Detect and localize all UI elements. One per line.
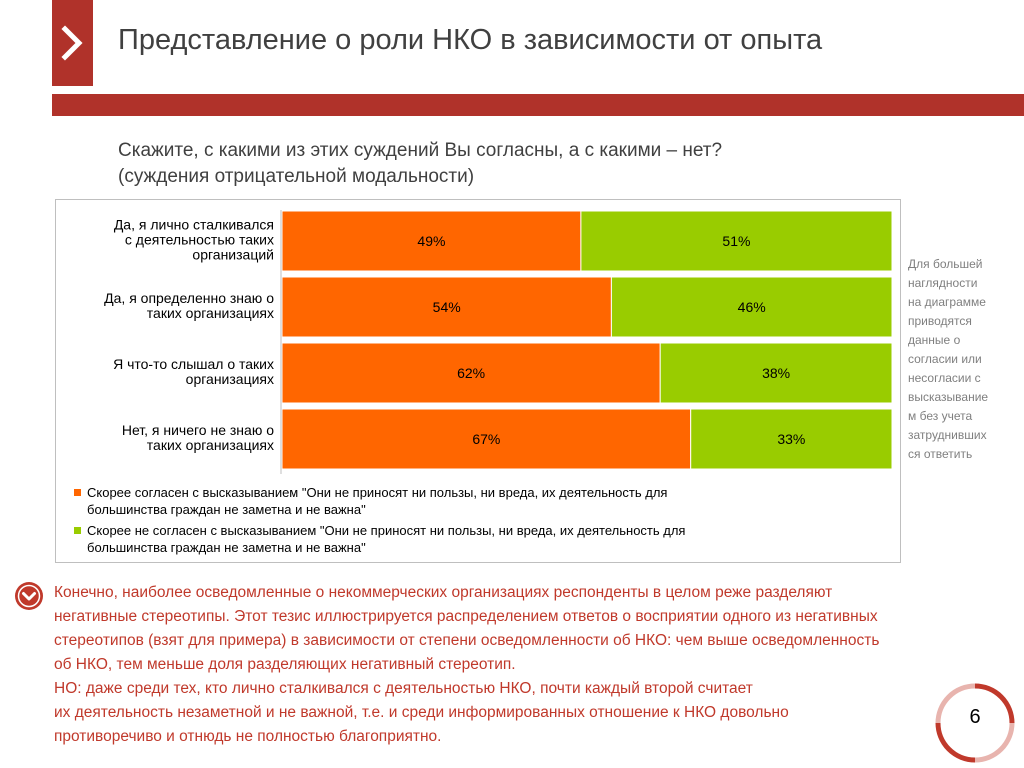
- category-label: Да, я лично сталкивался: [114, 217, 274, 233]
- commentary-line: НО: даже среди тех, кто лично сталкивалс…: [54, 680, 753, 697]
- commentary-line: противоречиво и отнюдь не полностью благ…: [54, 728, 442, 745]
- bar-disagree: [610, 276, 893, 338]
- data-label: 49%: [417, 233, 445, 249]
- side-note-line: высказывание: [908, 390, 989, 404]
- question-line-1: Скажите, с какими из этих суждений Вы со…: [118, 140, 723, 161]
- legend-item-disagree: Скорее не согласен с высказыванием "Они …: [72, 522, 812, 556]
- legend-swatch-disagree: [74, 527, 81, 534]
- stacked-bar-chart: Да, я лично сталкивался с деятельностью т…: [55, 199, 901, 563]
- side-note-line: согласии или: [908, 352, 982, 366]
- page-title: Представление о роли НКО в зависимости о…: [118, 24, 823, 56]
- legend-item-agree: Скорее согласен с высказыванием "Они не …: [72, 484, 812, 518]
- side-note-line: м без учета: [908, 409, 973, 423]
- bar-agree: [281, 342, 661, 404]
- data-label: 51%: [722, 233, 750, 249]
- category-label: таких организациях: [147, 437, 274, 453]
- page-number-ring: [935, 683, 1015, 763]
- commentary-line: об НКО, тем меньше доля разделяющих нега…: [54, 656, 516, 673]
- bar-disagree: [659, 342, 893, 404]
- side-note-line: несогласии с: [908, 371, 981, 385]
- legend-swatch-agree: [74, 489, 81, 496]
- category-label: с деятельностью таких: [125, 232, 274, 248]
- survey-question: Скажите, с какими из этих суждений Вы со…: [118, 138, 722, 190]
- side-note: Для большей наглядности на диаграмме при…: [908, 255, 1008, 464]
- side-note-line: данные о: [908, 333, 961, 347]
- bar-disagree: [580, 210, 893, 272]
- bar-agree: [281, 408, 692, 470]
- side-note-line: затруднивших: [908, 428, 987, 442]
- category-label: Да, я определенно знаю о: [104, 290, 274, 306]
- category-label: Нет, я ничего не знаю о: [122, 422, 274, 438]
- question-line-2: (суждения отрицательной модальности): [118, 166, 475, 187]
- chevron-down-icon: [15, 582, 43, 610]
- bar-disagree: [690, 408, 893, 470]
- category-label: таких организациях: [147, 305, 274, 321]
- title-divider: [52, 94, 1024, 116]
- category-label: организациях: [186, 371, 274, 387]
- data-label: 62%: [457, 365, 485, 381]
- category-label: организаций: [192, 247, 274, 263]
- side-note-line: ся ответить: [908, 447, 973, 461]
- data-label: 33%: [777, 431, 805, 447]
- legend-label-disagree-line-2: большинства граждан не заметна и не важн…: [87, 540, 366, 555]
- side-note-line: приводятся: [908, 314, 972, 328]
- category-label: Я что-то слышал о таких: [113, 356, 274, 372]
- commentary-line: Конечно, наиболее осведомленные о некомм…: [54, 584, 833, 601]
- commentary-line: стереотипов (взят для примера) в зависим…: [54, 632, 880, 649]
- legend-label-agree-line-1: Скорее согласен с высказыванием "Они не …: [87, 485, 668, 500]
- side-note-line: на диаграмме: [908, 295, 986, 309]
- side-note-line: наглядности: [908, 276, 978, 290]
- commentary-line: их деятельность незаметной и не важной, …: [54, 704, 789, 721]
- bar-agree: [281, 210, 582, 272]
- side-note-line: Для большей: [908, 257, 983, 271]
- legend-label-disagree-line-1: Скорее не согласен с высказыванием "Они …: [87, 523, 686, 538]
- chart-legend: Скорее согласен с высказыванием "Они не …: [72, 484, 812, 560]
- data-label: 46%: [738, 299, 766, 315]
- legend-label-agree-line-2: большинства граждан не заметна и не важн…: [87, 502, 366, 517]
- data-label: 38%: [762, 365, 790, 381]
- chevron-right-icon: [61, 25, 83, 61]
- data-label: 67%: [472, 431, 500, 447]
- page-number: 6: [969, 706, 981, 728]
- data-label: 54%: [433, 299, 461, 315]
- commentary-text: Конечно, наиболее осведомленные о некомм…: [54, 581, 1024, 749]
- header-arrow-badge: [52, 0, 93, 86]
- commentary-line: негативные стереотипы. Этот тезис иллюст…: [54, 608, 878, 625]
- bar-agree: [281, 276, 612, 338]
